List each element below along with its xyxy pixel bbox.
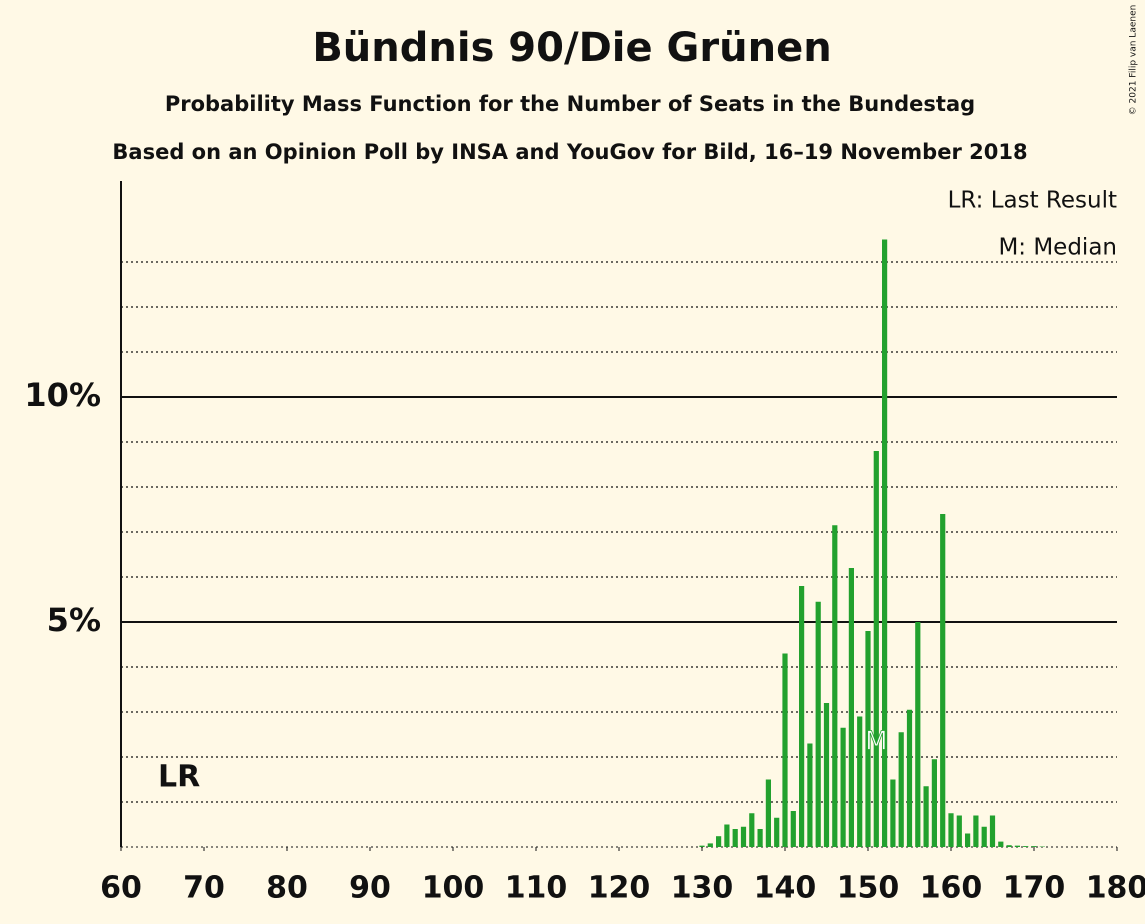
bar xyxy=(782,653,788,847)
y-tick-label: 10% xyxy=(24,376,101,414)
bar xyxy=(749,813,755,847)
x-tick-label: 110 xyxy=(505,871,568,906)
legend-entry: M: Median xyxy=(998,235,1117,261)
x-tick-label: 130 xyxy=(671,871,734,906)
bar xyxy=(765,779,771,847)
bar xyxy=(989,815,996,847)
bar xyxy=(848,568,854,847)
y-tick-label: 5% xyxy=(47,601,101,639)
bar xyxy=(865,631,871,847)
bar xyxy=(815,601,821,847)
copyright: © 2021 Filip van Laenen xyxy=(1129,5,1139,116)
bar xyxy=(906,709,913,847)
median-label: M xyxy=(865,727,887,757)
bar xyxy=(882,239,888,847)
x-tick-label: 180 xyxy=(1086,871,1145,906)
x-tick-label: 150 xyxy=(837,871,900,906)
bar xyxy=(973,815,979,847)
bar xyxy=(948,813,954,847)
bar xyxy=(799,586,805,847)
bar xyxy=(790,811,796,847)
bar xyxy=(699,845,705,847)
x-tick-label: 90 xyxy=(349,871,391,906)
x-tick-label: 160 xyxy=(920,871,983,906)
legend-entry: LR: Last Result xyxy=(948,188,1117,214)
x-tick-label: 80 xyxy=(266,871,308,906)
bar xyxy=(965,833,971,847)
bar xyxy=(1023,846,1029,847)
x-tick-label: 70 xyxy=(183,871,225,906)
bar xyxy=(873,451,879,847)
bar xyxy=(707,843,713,847)
bar xyxy=(832,525,838,847)
last-result-label: LR xyxy=(158,760,200,795)
bar xyxy=(840,727,846,847)
bar xyxy=(1006,845,1012,847)
bar xyxy=(915,622,921,847)
bar xyxy=(940,514,946,847)
x-tick-label: 170 xyxy=(1003,871,1066,906)
bar xyxy=(716,836,722,847)
chart-subtitle: Probability Mass Function for the Number… xyxy=(165,92,975,116)
bar xyxy=(774,817,780,847)
bar xyxy=(956,815,962,847)
chart-subtitle: Based on an Opinion Poll by INSA and You… xyxy=(112,140,1027,164)
x-tick-label: 140 xyxy=(754,871,817,906)
x-tick-label: 60 xyxy=(100,871,142,906)
bar xyxy=(923,786,929,847)
bar xyxy=(857,716,863,847)
bar xyxy=(931,759,937,847)
bar xyxy=(981,826,987,847)
bar xyxy=(807,743,813,847)
chart-title: Bündnis 90/Die Grünen xyxy=(312,25,831,71)
bar xyxy=(724,824,730,847)
bar xyxy=(998,841,1004,847)
bar xyxy=(1031,846,1037,847)
x-tick-label: 120 xyxy=(588,871,651,906)
bar xyxy=(898,732,904,847)
bar xyxy=(1014,845,1020,847)
bar xyxy=(732,829,738,847)
bar xyxy=(757,829,763,847)
x-tick-label: 100 xyxy=(422,871,485,906)
bar xyxy=(740,826,747,847)
bar xyxy=(890,779,896,847)
bar xyxy=(823,703,830,847)
